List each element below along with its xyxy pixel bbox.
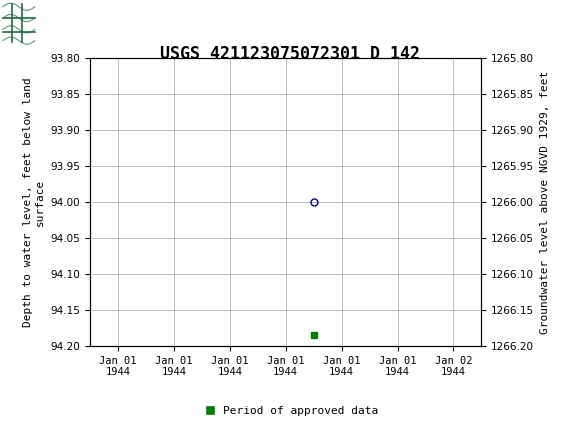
Text: USGS: USGS xyxy=(39,12,103,33)
Text: USGS 421123075072301 D 142: USGS 421123075072301 D 142 xyxy=(160,45,420,63)
Y-axis label: Groundwater level above NGVD 1929, feet: Groundwater level above NGVD 1929, feet xyxy=(540,71,550,334)
Y-axis label: Depth to water level, feet below land
surface: Depth to water level, feet below land su… xyxy=(23,77,45,327)
FancyBboxPatch shape xyxy=(3,3,35,42)
Legend: Period of approved data: Period of approved data xyxy=(197,401,383,420)
